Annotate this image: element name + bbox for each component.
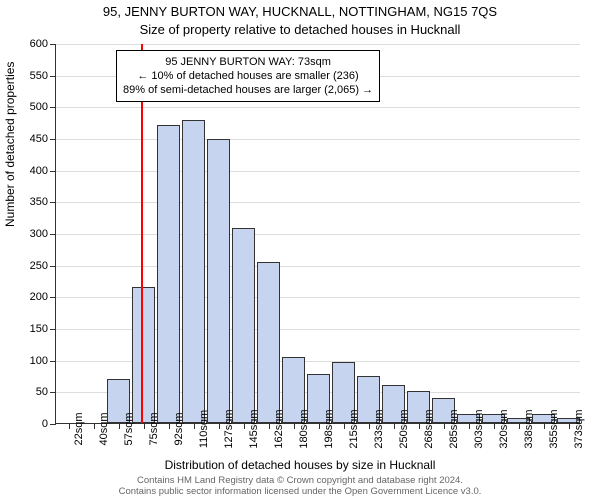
chart-title-main: 95, JENNY BURTON WAY, HUCKNALL, NOTTINGH… xyxy=(0,4,600,19)
y-tick-label: 300 xyxy=(30,228,48,240)
y-tick-label: 150 xyxy=(30,323,48,335)
y-tick-label: 200 xyxy=(30,291,48,303)
chart-title-sub: Size of property relative to detached ho… xyxy=(0,22,600,37)
y-tick xyxy=(50,76,56,77)
grid-line xyxy=(56,266,580,267)
y-tick xyxy=(50,424,56,425)
x-tick xyxy=(94,423,95,429)
y-tick xyxy=(50,107,56,108)
x-tick xyxy=(419,423,420,429)
y-tick-label: 500 xyxy=(30,101,48,113)
annotation-box: 95 JENNY BURTON WAY: 73sqm ← 10% of deta… xyxy=(116,50,380,102)
x-tick xyxy=(294,423,295,429)
y-tick xyxy=(50,392,56,393)
histogram-bar xyxy=(257,262,280,424)
y-tick-label: 250 xyxy=(30,260,48,272)
y-tick-label: 450 xyxy=(30,133,48,145)
y-tick-label: 600 xyxy=(30,38,48,50)
y-tick xyxy=(50,361,56,362)
footer-text: Contains HM Land Registry data © Crown c… xyxy=(0,475,600,497)
grid-line xyxy=(56,139,580,140)
x-tick-label: 355sqm xyxy=(548,409,560,448)
x-tick xyxy=(194,423,195,429)
histogram-bar xyxy=(182,120,205,423)
x-tick xyxy=(169,423,170,429)
histogram-bar xyxy=(232,228,255,423)
x-tick xyxy=(269,423,270,429)
y-tick xyxy=(50,139,56,140)
histogram-bar xyxy=(207,139,230,423)
annotation-line2: ← 10% of detached houses are smaller (23… xyxy=(123,69,373,83)
y-tick xyxy=(50,329,56,330)
x-tick xyxy=(494,423,495,429)
x-tick xyxy=(319,423,320,429)
x-tick xyxy=(344,423,345,429)
grid-line xyxy=(56,107,580,108)
y-tick xyxy=(50,297,56,298)
annotation-line1: 95 JENNY BURTON WAY: 73sqm xyxy=(123,55,373,69)
y-tick-label: 350 xyxy=(30,196,48,208)
x-tick xyxy=(119,423,120,429)
y-tick xyxy=(50,266,56,267)
footer-line2: Contains public sector information licen… xyxy=(0,486,600,497)
grid-line xyxy=(56,171,580,172)
x-tick xyxy=(144,423,145,429)
grid-line xyxy=(56,234,580,235)
grid-line xyxy=(56,44,580,45)
y-tick xyxy=(50,44,56,45)
y-tick-label: 400 xyxy=(30,165,48,177)
y-axis-label: Number of detached properties xyxy=(3,62,17,227)
y-tick xyxy=(50,202,56,203)
x-tick-label: 22sqm xyxy=(73,412,85,445)
footer-line1: Contains HM Land Registry data © Crown c… xyxy=(0,475,600,486)
x-tick xyxy=(219,423,220,429)
y-tick xyxy=(50,171,56,172)
y-tick-label: 50 xyxy=(36,386,48,398)
y-tick xyxy=(50,234,56,235)
x-tick xyxy=(569,423,570,429)
x-tick xyxy=(519,423,520,429)
annotation-line3: 89% of semi-detached houses are larger (… xyxy=(123,83,373,97)
x-tick-label: 373sqm xyxy=(573,409,585,448)
x-tick xyxy=(469,423,470,429)
y-tick-label: 0 xyxy=(42,418,48,430)
chart-plot-area: 05010015020025030035040045050055060022sq… xyxy=(55,44,580,424)
x-tick xyxy=(69,423,70,429)
grid-line xyxy=(56,202,580,203)
y-tick-label: 100 xyxy=(30,355,48,367)
x-axis-label: Distribution of detached houses by size … xyxy=(0,458,600,472)
x-tick xyxy=(394,423,395,429)
x-tick xyxy=(544,423,545,429)
x-tick xyxy=(444,423,445,429)
x-tick xyxy=(369,423,370,429)
x-tick xyxy=(244,423,245,429)
histogram-bar xyxy=(132,287,155,423)
x-tick-label: 320sqm xyxy=(498,409,510,448)
y-tick-label: 550 xyxy=(30,70,48,82)
histogram-bar xyxy=(157,125,180,423)
